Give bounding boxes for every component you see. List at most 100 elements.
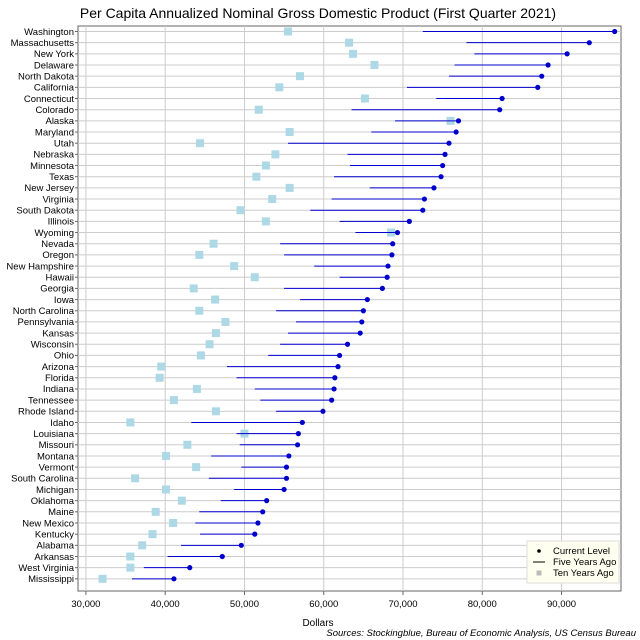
state-label: Kansas bbox=[42, 328, 74, 339]
legend-current-marker bbox=[537, 549, 541, 553]
ten-years-marker bbox=[131, 474, 140, 483]
state-label: West Virginia bbox=[18, 563, 74, 574]
ten-years-marker bbox=[230, 262, 239, 271]
ten-years-marker bbox=[151, 507, 160, 516]
ten-years-marker bbox=[271, 150, 280, 159]
x-axis: 30,000 40,000 50,000 60,000 70,000 80,000 90,0… bbox=[71, 591, 576, 610]
current-marker bbox=[329, 397, 335, 403]
current-marker bbox=[344, 341, 351, 347]
ten-years-marker bbox=[268, 195, 277, 204]
current-marker bbox=[332, 375, 338, 381]
ten-years-marker bbox=[183, 440, 192, 449]
current-marker bbox=[360, 308, 366, 314]
ten-years-marker bbox=[196, 351, 205, 360]
state-label: Louisiana bbox=[33, 429, 74, 440]
current-marker bbox=[421, 196, 428, 202]
x-tick-label: 70,000 bbox=[388, 599, 417, 610]
state-label: Minnesota bbox=[30, 161, 75, 172]
ten-years-marker bbox=[284, 27, 293, 36]
x-tick-label: 80,000 bbox=[468, 599, 497, 610]
current-marker bbox=[438, 174, 444, 180]
state-label: Delaware bbox=[34, 60, 74, 71]
current-marker bbox=[499, 95, 505, 102]
state-label: Mississippi bbox=[28, 574, 74, 585]
x-tick-label: 90,000 bbox=[547, 599, 576, 610]
current-marker bbox=[394, 229, 401, 236]
ten-years-marker bbox=[126, 563, 135, 572]
ten-years-marker bbox=[250, 273, 259, 282]
current-marker bbox=[364, 296, 370, 303]
current-marker bbox=[238, 542, 244, 548]
x-tick-label: 60,000 bbox=[309, 599, 338, 610]
ten-years-marker bbox=[195, 306, 204, 315]
current-marker bbox=[283, 475, 290, 481]
x-tick-label: 50,000 bbox=[230, 599, 259, 610]
current-marker bbox=[612, 28, 618, 35]
current-marker bbox=[255, 520, 261, 526]
ten-years-marker bbox=[236, 206, 245, 215]
state-label: Georgia bbox=[40, 284, 75, 295]
ten-years-marker bbox=[285, 128, 294, 137]
current-marker bbox=[446, 140, 452, 146]
ten-years-marker bbox=[252, 172, 261, 181]
state-label: Maine bbox=[48, 507, 74, 518]
state-label: New Jersey bbox=[24, 183, 74, 194]
current-marker bbox=[497, 107, 503, 113]
state-label: Colorado bbox=[35, 105, 74, 116]
state-label: Hawaii bbox=[45, 273, 74, 284]
state-label: Michigan bbox=[36, 485, 74, 496]
state-label: Connecticut bbox=[24, 94, 75, 105]
ten-years-marker bbox=[169, 396, 178, 405]
current-marker bbox=[219, 553, 225, 560]
ten-years-marker bbox=[192, 463, 201, 472]
current-marker bbox=[187, 565, 193, 571]
current-marker bbox=[359, 319, 365, 325]
current-marker bbox=[586, 40, 592, 46]
ten-years-marker bbox=[196, 139, 205, 148]
legend-ten-years-label: Ten Years Ago bbox=[553, 568, 614, 579]
state-label: Vermont bbox=[39, 462, 75, 473]
state-label: Arizona bbox=[42, 362, 75, 373]
state-label: North Dakota bbox=[18, 71, 75, 82]
state-label: Florida bbox=[45, 373, 75, 384]
state-label: Alabama bbox=[37, 541, 75, 552]
ten-years-marker bbox=[221, 317, 230, 326]
current-marker bbox=[252, 531, 258, 537]
ten-years-marker bbox=[261, 217, 270, 226]
state-label: Nebraska bbox=[33, 150, 74, 161]
state-label: Washington bbox=[24, 27, 74, 38]
state-label: Kentucky bbox=[35, 529, 74, 540]
state-label: California bbox=[34, 83, 75, 94]
current-marker bbox=[171, 576, 177, 582]
ten-years-marker bbox=[370, 61, 379, 70]
current-marker bbox=[320, 408, 326, 414]
legend: Current Level Five Years Ago Ten Years A… bbox=[526, 540, 620, 584]
current-marker bbox=[283, 464, 290, 470]
ten-years-marker bbox=[254, 105, 263, 114]
current-marker bbox=[260, 509, 266, 515]
ten-years-marker bbox=[157, 362, 166, 371]
ten-years-marker bbox=[211, 329, 220, 338]
current-marker bbox=[384, 274, 390, 280]
state-label: New Mexico bbox=[22, 518, 74, 529]
ten-years-marker bbox=[195, 250, 204, 259]
ten-years-marker bbox=[211, 295, 220, 304]
ten-years-marker bbox=[169, 518, 178, 527]
current-marker bbox=[431, 185, 437, 191]
current-marker bbox=[294, 442, 301, 448]
state-label: Tennessee bbox=[28, 395, 74, 406]
current-marker bbox=[420, 207, 426, 213]
ten-years-marker bbox=[295, 72, 304, 81]
current-marker bbox=[331, 386, 337, 392]
current-marker bbox=[357, 330, 363, 336]
current-marker bbox=[286, 453, 292, 459]
legend-ten-years-marker bbox=[536, 570, 542, 576]
state-label: Arkansas bbox=[34, 552, 74, 563]
current-marker bbox=[455, 118, 462, 124]
chart-title: Per Capita Annualized Nominal Gross Dome… bbox=[80, 5, 556, 21]
legend-five-years-label: Five Years Ago bbox=[553, 557, 616, 568]
ten-years-marker bbox=[155, 373, 164, 382]
state-label: Wisconsin bbox=[31, 340, 74, 351]
state-label: Wyoming bbox=[34, 228, 74, 239]
legend-current-label: Current Level bbox=[553, 546, 610, 557]
